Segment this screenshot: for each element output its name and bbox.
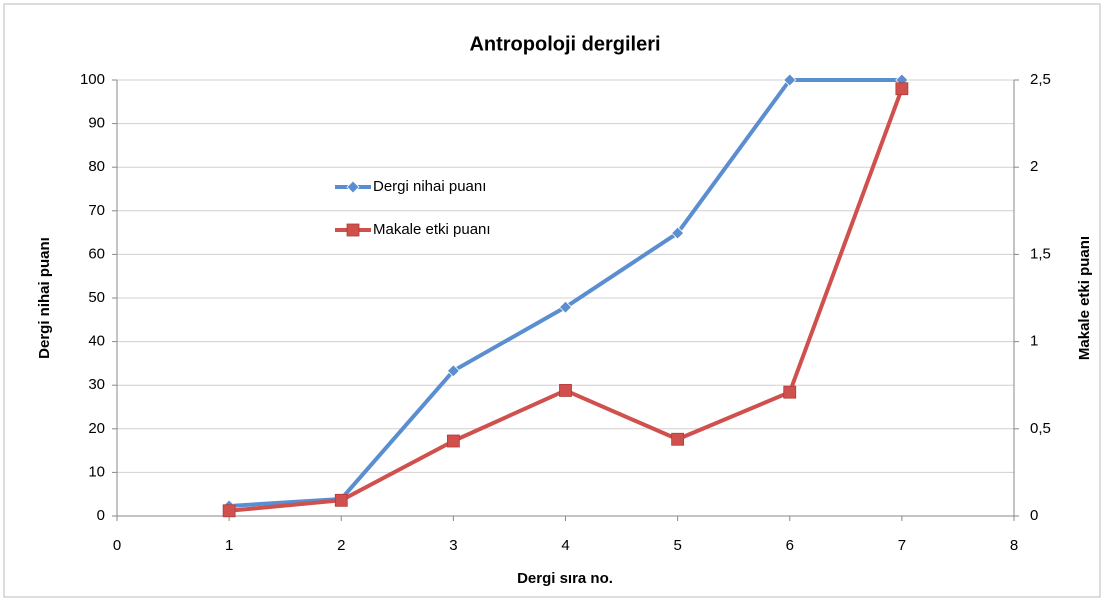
x-tick-label: 4	[561, 537, 569, 554]
data-point	[783, 73, 797, 87]
legend-marker	[346, 180, 360, 194]
data-point	[671, 432, 685, 446]
y2-tick-label: 0	[1030, 507, 1038, 524]
y-tick-label: 20	[88, 420, 105, 437]
x-tick-label: 1	[225, 537, 233, 554]
data-point	[222, 504, 236, 518]
y2-tick-label: 2	[1030, 158, 1038, 175]
legend-label: Dergi nihai puanı	[373, 178, 486, 195]
x-tick-label: 8	[1010, 537, 1018, 554]
x-tick-label: 6	[786, 537, 794, 554]
y-tick-label: 10	[88, 463, 105, 480]
data-point	[895, 82, 909, 96]
data-point	[446, 434, 460, 448]
x-tick-label: 0	[113, 537, 121, 554]
y-tick-label: 100	[80, 71, 105, 88]
y2-tick-label: 0,5	[1030, 420, 1051, 437]
x-tick-label: 2	[337, 537, 345, 554]
x-axis-label: Dergi sıra no.	[517, 570, 613, 587]
y-tick-label: 90	[88, 115, 105, 132]
y2-axis-label: Makale etki puanı	[1076, 236, 1093, 360]
y-tick-label: 0	[97, 507, 105, 524]
y-tick-label: 30	[88, 376, 105, 393]
y2-tick-label: 1	[1030, 333, 1038, 350]
x-tick-label: 7	[898, 537, 906, 554]
y-tick-label: 40	[88, 333, 105, 350]
y2-tick-label: 2,5	[1030, 71, 1051, 88]
data-point	[671, 226, 685, 240]
x-tick-label: 5	[673, 537, 681, 554]
legend-marker	[346, 223, 360, 237]
data-point	[783, 385, 797, 399]
y2-tick-label: 1,5	[1030, 245, 1051, 262]
data-point	[334, 493, 348, 507]
data-point	[558, 300, 573, 314]
y-tick-label: 50	[88, 289, 105, 306]
y-tick-label: 60	[88, 245, 105, 262]
y-tick-label: 80	[88, 158, 105, 175]
legend-label: Makale etki puanı	[373, 221, 491, 238]
y-axis-label: Dergi nihai puanı	[36, 237, 53, 359]
data-point	[446, 364, 460, 378]
y-tick-label: 70	[88, 202, 105, 219]
data-point	[559, 384, 572, 397]
chart-frame	[3, 3, 1101, 598]
x-tick-label: 3	[449, 537, 457, 554]
chart-title: Antropoloji dergileri	[469, 33, 660, 55]
